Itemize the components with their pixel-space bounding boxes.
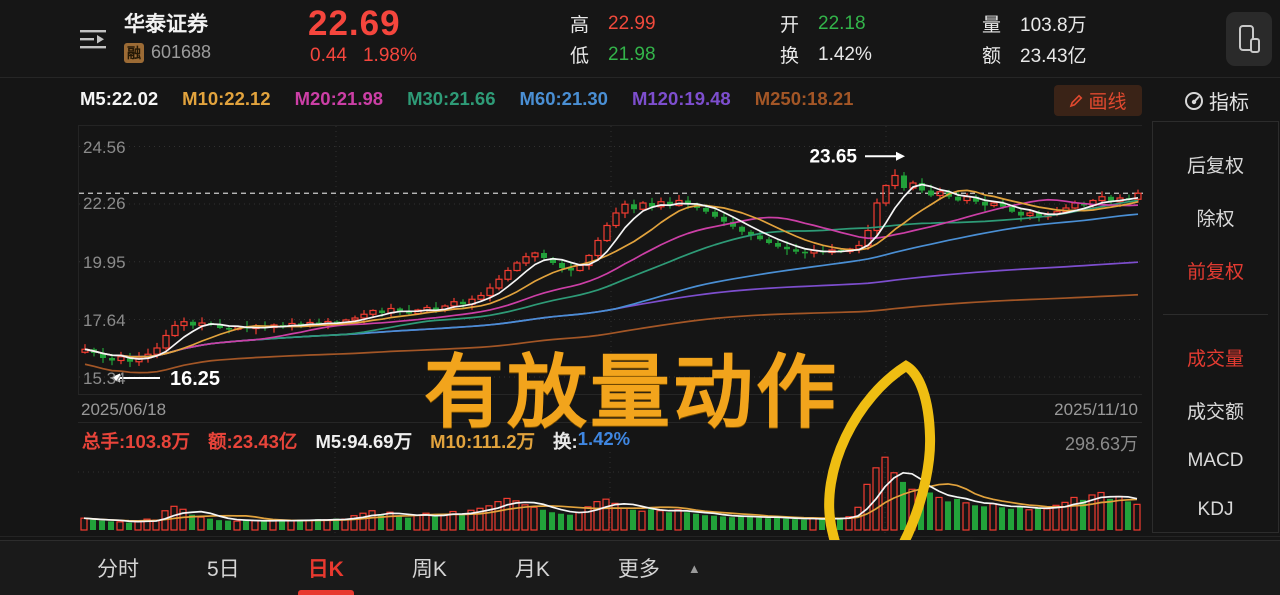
volume-chart[interactable]: [78, 452, 1142, 534]
ma30-label: M30:21.66: [407, 88, 496, 109]
stat-value: 103.8万: [1020, 15, 1087, 36]
ma10-label: M10:22.12: [182, 88, 271, 109]
amount-label: 额:23.43亿: [207, 431, 298, 452]
margin-badge: 融: [124, 42, 144, 63]
draw-line-button[interactable]: 画线: [1054, 85, 1142, 116]
ma5-label: M5:22.02: [80, 88, 159, 109]
ma20-label: M20:21.98: [294, 88, 384, 109]
price-change: 0.44 1.98%: [310, 45, 433, 67]
sidebar-item-qianfuquan[interactable]: 前复权: [1186, 262, 1244, 283]
stock-name: 华泰证券: [124, 13, 208, 36]
stat-col-open-turnover: 开 22.18 换 1.42%: [780, 8, 872, 70]
price-chart[interactable]: 23.65 16.25 24.56 22.26 19.95 17.64 15.34: [78, 125, 1143, 396]
ma60-label: M60:21.30: [519, 88, 608, 109]
sidebar-item-chengjiaoe[interactable]: 成交额: [1186, 402, 1244, 423]
volume-legend-row: 总手:103.8万 额:23.43亿 M5:94.69万 M10:111.2万 …: [82, 428, 630, 454]
stat-col-volume-amount: 量 103.8万 额 23.43亿: [982, 8, 1087, 70]
stat-label: 换: [780, 46, 800, 67]
stat-value: 22.18: [818, 12, 866, 34]
date-axis: 2025/06/18 2025/11/10: [78, 394, 1142, 423]
rotate-screen-icon[interactable]: [1226, 12, 1272, 66]
draw-line-label: 画线: [1088, 92, 1127, 113]
stat-label: 量: [982, 15, 1002, 36]
tab-more[interactable]: 更多: [617, 558, 660, 581]
y-axis-label: 19.95: [83, 253, 126, 272]
indicator-button[interactable]: 指标: [1184, 86, 1249, 115]
stat-value: 23.43亿: [1020, 46, 1087, 67]
pane-separator: [0, 536, 1280, 537]
date-start: 2025/06/18: [81, 400, 167, 419]
turnover-wrap: 换: 1.42%: [553, 428, 630, 454]
ma250-label: M250:18.21: [754, 88, 854, 109]
sidebar-item-macd[interactable]: MACD: [1187, 450, 1244, 471]
stock-code: 601688: [151, 42, 212, 62]
tab-5day[interactable]: 5日: [207, 558, 240, 581]
date-end: 2025/11/10: [1054, 400, 1138, 419]
more-collapse-arrow[interactable]: ▲: [687, 560, 701, 576]
volume-axis-max: 298.63万: [1064, 434, 1138, 454]
change-amount: 0.44: [310, 45, 347, 66]
y-axis-label: 24.56: [83, 138, 126, 157]
ma120-label: M120:19.48: [631, 88, 731, 109]
stat-label: 低: [570, 46, 590, 67]
indicator-sidebar: 后复权 除权 前复权 成交量 成交额 MACD KDJ: [1152, 121, 1279, 533]
stock-code-row: 融 601688: [124, 42, 211, 63]
stat-value: 1.42%: [818, 43, 872, 65]
pencil-icon: [1070, 94, 1083, 108]
turnover-value: 1.42%: [577, 428, 631, 449]
svg-text:16.25: 16.25: [170, 368, 220, 390]
total-hands-label: 总手:103.8万: [82, 431, 190, 452]
ma-legend-row: M5:22.02 M10:22.12 M20:21.98 M30:21.66 M…: [80, 88, 853, 110]
stat-label: 额: [982, 46, 1002, 67]
y-axis-label: 15.34: [83, 369, 126, 388]
tab-daily-k[interactable]: 日K: [297, 541, 354, 595]
stat-value: 22.99: [608, 12, 656, 34]
change-percent: 1.98%: [362, 45, 417, 66]
indicator-label: 指标: [1209, 92, 1249, 114]
tab-fenshi[interactable]: 分时: [97, 558, 139, 581]
tab-weekly-k[interactable]: 周K: [411, 558, 447, 581]
sidebar-item-houfuquan[interactable]: 后复权: [1186, 156, 1244, 177]
stat-label: 开: [780, 15, 800, 36]
y-axis-label: 17.64: [83, 311, 126, 330]
svg-text:23.65: 23.65: [809, 146, 857, 167]
last-price: 22.69: [308, 4, 401, 43]
stat-label: 高: [570, 15, 590, 36]
sidebar-item-kdj[interactable]: KDJ: [1197, 499, 1234, 520]
period-tab-bar: 分时 5日 日K 周K 月K 更多 ▲: [0, 540, 1280, 595]
sidebar-item-chuquan[interactable]: 除权: [1196, 209, 1235, 230]
vol-ma10-label: M10:111.2万: [430, 431, 535, 452]
turnover-label: 换:: [553, 431, 578, 452]
sidebar-item-chengjiaoliang[interactable]: 成交量: [1186, 349, 1244, 370]
sidebar-divider: [1163, 314, 1268, 315]
stat-value: 21.98: [608, 43, 656, 65]
y-axis-label: 22.26: [83, 194, 126, 213]
back-menu-icon[interactable]: [78, 24, 108, 54]
tab-monthly-k[interactable]: 月K: [514, 558, 550, 581]
gauge-icon: [1185, 91, 1203, 110]
stat-col-high-low: 高 22.99 低 21.98: [570, 8, 656, 70]
header: 华泰证券 融 601688 22.69 0.44 1.98% 高 22.99 低 21…: [0, 0, 1280, 78]
vol-ma5-label: M5:94.69万: [315, 431, 413, 452]
